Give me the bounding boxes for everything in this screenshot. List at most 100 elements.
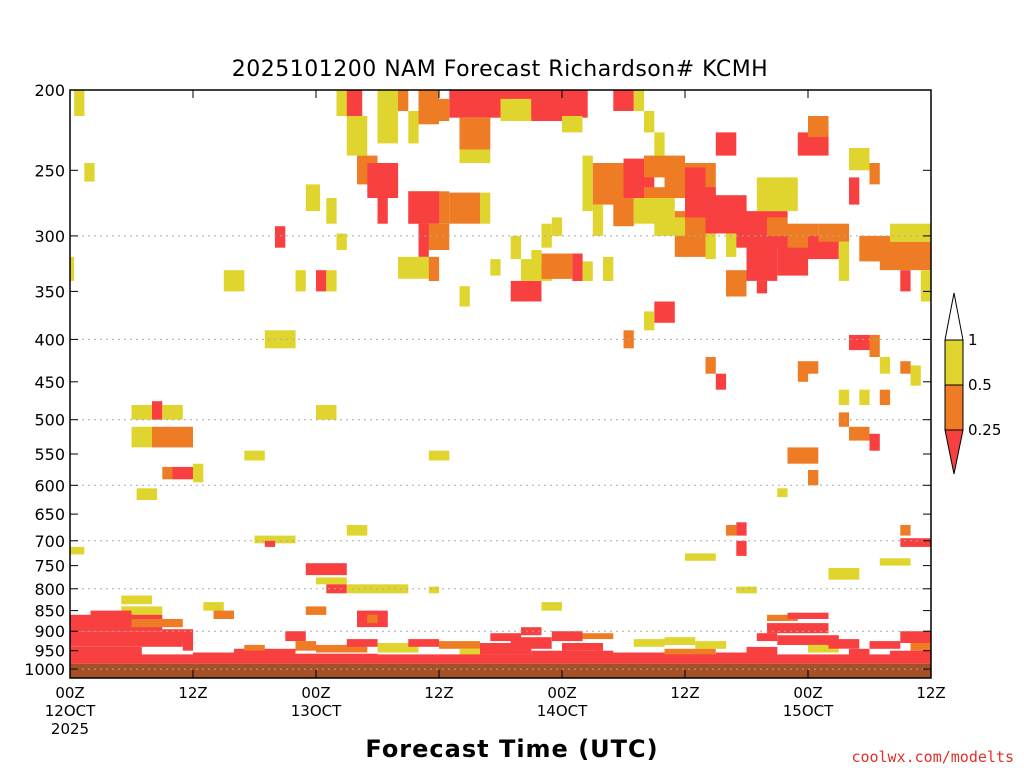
ri-cell [910,643,931,651]
ri-cell [541,602,562,611]
ri-cell [377,198,388,224]
ri-cell [531,250,542,265]
y-tick-label: 300 [34,227,65,246]
ri-cell [664,217,685,236]
x-tick-label: 14OCT [537,702,588,720]
legend-bin-high [944,339,964,386]
ri-cell [838,241,850,281]
ri-cell [131,405,152,420]
ri-cell [582,261,593,281]
ri-cell [654,132,665,156]
ri-cell [84,163,95,182]
ri-cell [654,301,675,323]
y-tick-label: 350 [34,282,65,301]
ri-cell [900,270,911,292]
ri-cell [490,633,522,642]
y-tick-label: 600 [34,476,65,495]
ri-cell [869,163,880,185]
ri-cell [90,610,132,619]
legend-bin-mid [944,384,964,431]
ri-cell [879,558,911,566]
ri-cell [603,256,614,281]
ri-cell [408,111,419,144]
ri-cell [418,223,429,257]
y-tick-label: 250 [34,161,65,180]
ri-cell [346,639,378,647]
ri-cell [326,270,337,292]
ri-cell [203,602,224,611]
ri-cell [849,177,860,205]
y-tick-label: 500 [34,411,65,430]
ri-cell [162,405,183,420]
x-axis-label: Forecast Time (UTC) [365,735,658,763]
x-tick-label: 00Z [301,684,330,702]
ri-cell [551,217,563,236]
ri-cell [633,90,645,111]
ri-cell [521,627,542,636]
ri-cell [346,90,363,116]
ri-cell [275,226,286,248]
chart-title: 2025101200 NAM Forecast Richardson# KCMH [232,57,768,82]
ri-cell [777,488,788,498]
ri-cell [869,433,880,451]
ri-cell [428,450,450,461]
x-tick-label: 15OCT [783,702,834,720]
ri-cell [879,241,932,271]
ri-cell [510,235,521,260]
x-tick-label: 00Z [547,684,576,702]
y-tick-label: 950 [34,642,65,661]
ri-cell [572,253,583,281]
ri-cell [295,641,316,651]
ri-cell [193,652,275,659]
ri-cell [510,280,542,302]
legend-label: 0.25 [968,421,1001,439]
ri-cell [592,204,604,236]
ri-cell [736,540,747,556]
ri-cell [869,641,901,649]
ri-cell [644,311,655,331]
ri-cell [633,639,665,647]
ri-cell [797,132,829,156]
plot-frame [69,89,932,679]
y-tick-label: 750 [34,557,65,576]
ri-cell [879,389,891,405]
ri-cell [551,631,583,642]
ri-cell [654,217,665,236]
legend: 1 0.5 0.25 [944,292,1001,475]
ri-cell [736,586,757,594]
ri-cell [531,98,563,121]
ri-cell [715,373,727,390]
ri-cell [193,463,204,483]
ri-cell [70,631,183,647]
ri-cell [736,522,747,536]
x-tick-label: 2025 [51,720,89,738]
ri-cell [439,98,450,121]
y-tick-label: 400 [34,330,65,349]
ri-cell [439,641,480,649]
ri-cell [715,132,737,156]
ri-cell [695,641,727,649]
ri-cell [418,90,439,125]
ri-cell [510,637,552,649]
ri-cell [490,259,501,276]
ri-cell [121,606,163,615]
x-tick-label: 00Z [793,684,822,702]
y-tick-label: 900 [34,622,65,641]
ri-cell [808,361,819,374]
ri-cell [613,90,634,111]
ri-cell [182,641,194,651]
ri-cell [746,646,778,655]
ri-cell [428,586,440,594]
ri-cell [500,98,532,121]
ri-cell [756,177,798,212]
ri-cell [541,223,552,248]
ri-cell [808,116,829,138]
ri-cell [838,412,850,427]
ri-cell [900,361,911,374]
cells-layer [70,90,932,678]
ri-cell [818,223,850,242]
ri-cell [480,192,491,224]
ri-cell [777,635,839,645]
ri-cell [726,525,737,536]
ri-cell [121,595,153,605]
